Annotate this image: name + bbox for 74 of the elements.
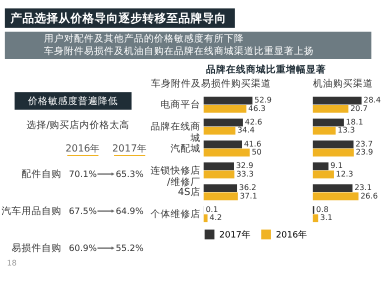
legend-label: 2016年 <box>276 229 308 240</box>
data-label: 46.3 <box>248 104 266 113</box>
data-label: 70.1% <box>68 170 97 180</box>
data-label: 23.9 <box>356 148 374 157</box>
data-label: 52.9 <box>254 96 272 105</box>
data-label: 23.7 <box>355 139 373 148</box>
data-label: 12.3 <box>336 169 354 178</box>
data-label: 23.1 <box>354 183 372 192</box>
data-label: 41.6 <box>244 139 262 148</box>
text: 车身附件易损件及机油自购在品牌在线商城渠道比重显著上扬 <box>44 45 314 58</box>
data-label: 26.6 <box>360 191 378 200</box>
bar <box>312 96 362 105</box>
bar <box>204 140 242 148</box>
data-label: 67.5% <box>68 206 97 217</box>
bar <box>204 214 208 222</box>
data-label: 50 <box>252 148 262 157</box>
bar <box>312 126 336 135</box>
data-label: 28.4 <box>364 96 381 105</box>
data-label: 55.2% <box>116 244 144 254</box>
bar <box>204 148 250 156</box>
data-label: 32.9 <box>236 161 254 170</box>
bar <box>312 140 354 148</box>
y-tick-label: 汽配城 <box>170 142 200 154</box>
data-label: 65.3% <box>116 170 144 180</box>
text: 价格敏感度普遍降低 <box>27 94 118 107</box>
data-label: 13.3 <box>338 126 355 135</box>
bar <box>204 104 246 113</box>
y-tick-label: 4S店 <box>178 186 200 198</box>
chart-title: 品牌在线商城比重增幅显著 <box>206 64 326 76</box>
bar <box>204 184 238 192</box>
bar <box>312 170 334 178</box>
data-label: 9.1 <box>330 161 343 170</box>
bar <box>312 184 352 192</box>
category-label: 汽车用品自购 <box>1 204 62 217</box>
data-label: 4.2 <box>210 213 222 222</box>
y-tick-label: 电商平台 <box>160 98 200 111</box>
data-label: 60.9% <box>68 244 97 254</box>
text: 用户对配件及其他产品的价格敏感度有所下降 <box>44 32 244 44</box>
data-label: 20.7 <box>350 104 368 113</box>
bar <box>312 104 348 113</box>
bar <box>204 192 238 200</box>
data-label: 18.1 <box>346 117 364 126</box>
chart-subtitle: 车身附件及易损件购买渠道 <box>151 77 272 90</box>
text: 产品选择从价格导向逐步转移至品牌导向 <box>10 10 227 25</box>
data-label: 37.1 <box>240 191 258 200</box>
legend-label: 2017年 <box>219 229 251 240</box>
legend-label: 2017年 <box>112 142 148 155</box>
data-label: 34.4 <box>237 126 255 135</box>
data-label: 42.6 <box>244 117 262 126</box>
bar <box>312 192 358 200</box>
data-label: 0.1 <box>206 204 218 214</box>
bar <box>204 162 234 170</box>
bar <box>312 162 328 170</box>
text: 2016年 <box>65 142 100 155</box>
bar <box>312 118 344 126</box>
y-tick-label: 品牌在线商城 <box>150 120 200 144</box>
y-tick-label: 个体维修店 <box>150 208 200 220</box>
bar <box>204 170 234 178</box>
y-tick-label: 连锁快修店/维修厂 <box>150 164 200 188</box>
bar <box>312 214 318 222</box>
chart-subtitle: 机油购买渠道 <box>312 77 373 90</box>
data-label: 33.3 <box>236 169 254 178</box>
data-label: 0.8 <box>316 204 329 214</box>
bar <box>312 148 354 156</box>
text: 选择/购买店内价格太高 <box>26 119 130 132</box>
bar <box>204 126 236 135</box>
bar <box>204 118 243 126</box>
data-label: 64.9% <box>116 206 144 217</box>
data-label: 3.1 <box>320 213 333 222</box>
category-label: 配件自购 <box>21 168 62 180</box>
category-label: 易损件自购 <box>11 242 62 254</box>
text: 18 <box>6 258 17 268</box>
bar <box>204 96 252 105</box>
data-label: 36.2 <box>238 183 256 192</box>
